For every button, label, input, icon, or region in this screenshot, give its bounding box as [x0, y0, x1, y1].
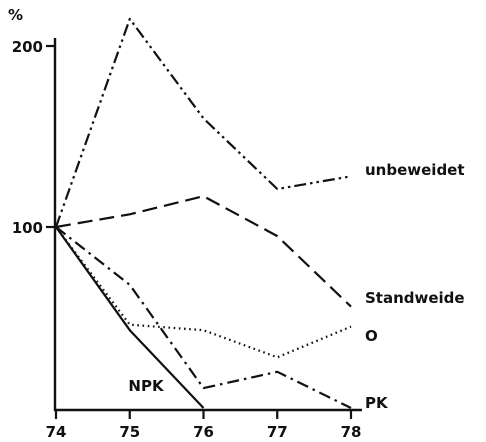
series-line-standweide	[55, 195, 352, 308]
x-tick-label-78: 78	[341, 423, 362, 441]
series-line-pk	[55, 226, 352, 409]
y-axis-unit-label: %	[8, 6, 23, 24]
series-label-npk: NPK	[128, 377, 165, 395]
series-lines	[54, 17, 352, 409]
x-tick-label-74: 74	[46, 423, 67, 441]
series-line-unbeweidet	[54, 17, 352, 228]
series-line-o	[55, 226, 352, 359]
series-labels: unbeweidet Standweide O PK NPK	[128, 161, 464, 412]
x-tick-label-77: 77	[267, 423, 288, 441]
series-label-standweide: Standweide	[365, 289, 465, 307]
x-tick-label-75: 75	[119, 423, 140, 441]
series-label-unbeweidet: unbeweidet	[365, 161, 465, 179]
x-ticks: 74 75 76 77 78	[46, 410, 362, 441]
y-ticks: 100 200	[12, 38, 55, 237]
series-label-o: O	[365, 327, 378, 345]
series-label-pk: PK	[365, 394, 389, 412]
series-line-npk	[55, 226, 205, 409]
y-tick-label-200: 200	[12, 38, 43, 56]
y-tick-label-100: 100	[12, 219, 43, 237]
x-tick-label-76: 76	[193, 423, 214, 441]
